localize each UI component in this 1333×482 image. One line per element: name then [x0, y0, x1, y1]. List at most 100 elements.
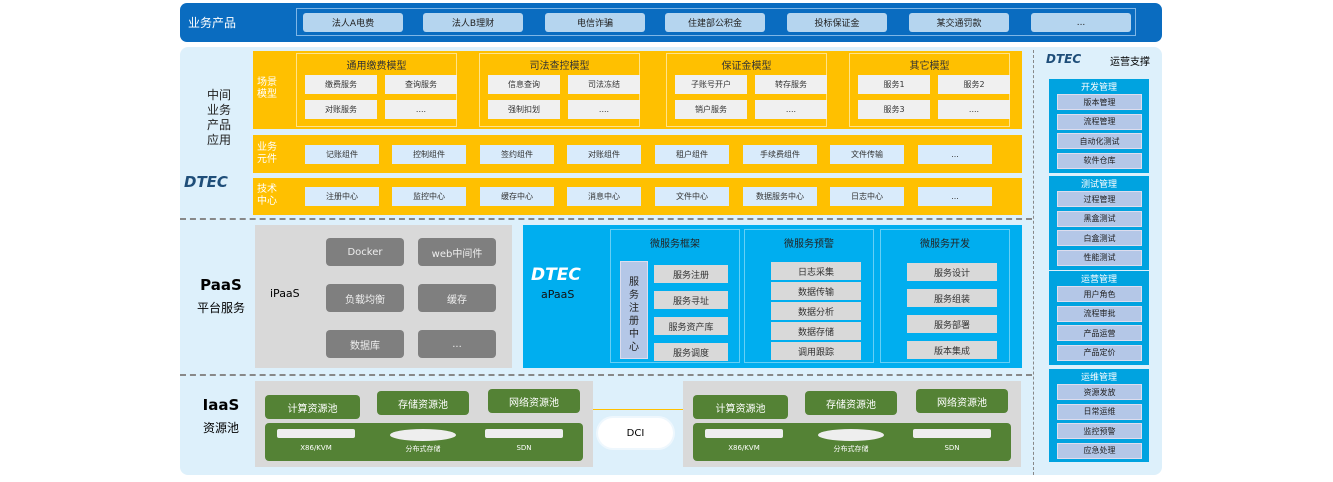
microservice-item[interactable]: 日志采集 — [771, 262, 861, 280]
tech-center-button[interactable]: 文件中心 — [655, 187, 729, 206]
scene-service-button[interactable]: 转存服务 — [755, 75, 827, 94]
ipaas-component[interactable]: 负载均衡 — [326, 284, 404, 312]
operations-item[interactable]: 黑盒测试 — [1057, 210, 1142, 227]
datacenter-left: 计算资源池 存储资源池 网络资源池 X86/KVM 分布式存储 SDN — [255, 381, 593, 467]
component-button[interactable]: 对账组件 — [567, 145, 641, 164]
operations-item[interactable]: 版本管理 — [1057, 94, 1142, 110]
component-button[interactable]: 文件传输 — [830, 145, 904, 164]
microservice-item[interactable]: 版本集成 — [907, 341, 997, 359]
microservice-item[interactable]: 服务调度 — [654, 343, 728, 361]
component-button[interactable]: 签约组件 — [480, 145, 554, 164]
microservice-item[interactable]: 服务设计 — [907, 263, 997, 281]
microservice-item[interactable]: 服务资产库 — [654, 317, 728, 335]
microservice-item[interactable]: 数据传输 — [771, 282, 861, 300]
microservice-item[interactable]: 数据存储 — [771, 322, 861, 340]
iaas-title: IaaS — [202, 396, 240, 414]
product-button[interactable]: 投标保证金 — [787, 13, 887, 32]
ipaas-component[interactable]: Docker — [326, 238, 404, 266]
operations-item[interactable]: 用户角色 — [1057, 286, 1142, 302]
device-label: X86/KVM — [300, 444, 332, 452]
component-button[interactable]: 记账组件 — [305, 145, 379, 164]
scene-service-button[interactable]: 服务3 — [858, 100, 930, 119]
microservice-item[interactable]: 数据分析 — [771, 302, 861, 320]
operations-group: 测试管理 过程管理黑盒测试白盒测试性能测试 — [1049, 176, 1149, 270]
operations-item[interactable]: 资源发放 — [1057, 384, 1142, 400]
operations-item[interactable]: 监控预警 — [1057, 423, 1142, 439]
operations-item[interactable]: 自动化测试 — [1057, 133, 1142, 149]
component-button[interactable]: 租户组件 — [655, 145, 729, 164]
operations-item[interactable]: 流程管理 — [1057, 113, 1142, 130]
microservice-item[interactable]: 服务注册 — [654, 265, 728, 283]
microservice-group: 微服务框架 服务注册 服务寻址 服务资产库 服务调度 — [610, 229, 740, 363]
tech-center-button[interactable]: 消息中心 — [567, 187, 641, 206]
operations-item[interactable]: 应急处理 — [1057, 442, 1142, 459]
scene-service-button[interactable]: 信息查询 — [488, 75, 560, 94]
scene-model-title: 保证金模型 — [721, 61, 772, 72]
divider-paas-iaas — [180, 374, 1032, 376]
ipaas-component[interactable]: 缓存 — [418, 284, 496, 312]
operations-item[interactable]: 产品运营 — [1057, 325, 1142, 341]
operations-item[interactable]: 软件仓库 — [1057, 152, 1142, 169]
scene-model-group: 其它模型 服务1 服务2 服务3.... — [849, 53, 1010, 127]
microservice-group: 微服务开发 服务设计 服务组装 服务部署 版本集成 — [880, 229, 1010, 363]
business-products-list: 法人A电费 法人B理财 电信诈骗 住建部公积金 投标保证金 某交通罚款... — [296, 8, 1136, 36]
operations-item[interactable]: 过程管理 — [1057, 191, 1142, 207]
infrastructure-bar: X86/KVM 分布式存储 SDN — [693, 423, 1011, 461]
operations-item[interactable]: 产品定价 — [1057, 344, 1142, 361]
scene-service-button[interactable]: 服务1 — [858, 75, 930, 94]
resource-pool: 存储资源池 — [377, 391, 469, 415]
microservice-item[interactable]: 服务组装 — [907, 289, 997, 307]
operations-item[interactable]: 日常运维 — [1057, 403, 1142, 420]
operations-item[interactable]: 白盒测试 — [1057, 230, 1142, 246]
scene-service-button[interactable]: .... — [568, 100, 640, 119]
scene-service-button[interactable]: 子账号开户 — [675, 75, 747, 94]
paas-title: PaaS — [200, 276, 242, 294]
scene-service-button[interactable]: 销户服务 — [675, 100, 747, 119]
microservice-group-title: 微服务预警 — [784, 239, 834, 250]
scene-service-button[interactable]: 查询服务 — [385, 75, 457, 94]
microservice-item[interactable]: 服务寻址 — [654, 291, 728, 309]
operations-group-title: 运营管理 — [1080, 275, 1117, 285]
product-button[interactable]: ... — [1031, 13, 1131, 32]
microservice-item[interactable]: 服务部署 — [907, 315, 997, 333]
tech-center-button[interactable]: ... — [918, 187, 992, 206]
product-button[interactable]: 法人B理财 — [423, 13, 523, 32]
operations-item[interactable]: 性能测试 — [1057, 249, 1142, 266]
product-button[interactable]: 电信诈骗 — [545, 13, 645, 32]
scene-service-button[interactable]: 服务2 — [938, 75, 1010, 94]
scene-service-button[interactable]: 司法冻结 — [568, 75, 640, 94]
component-button[interactable]: ... — [918, 145, 992, 164]
scene-model-title: 司法查控模型 — [529, 61, 590, 72]
tech-center-button[interactable]: 缓存中心 — [480, 187, 554, 206]
product-button[interactable]: 某交通罚款 — [909, 13, 1009, 32]
operations-group-title: 开发管理 — [1080, 83, 1117, 93]
ipaas-box: iPaaS Docker web中间件 负载均衡 缓存 数据库... — [255, 225, 512, 368]
paas-subtitle: 平台服务 — [196, 301, 245, 315]
ipaas-component[interactable]: ... — [418, 330, 496, 358]
scene-model-group: 通用缴费模型 缴费服务 查询服务 对账服务.... — [296, 53, 457, 127]
tech-center-button[interactable]: 注册中心 — [305, 187, 379, 206]
operations-group: 运营管理 用户角色流程审批产品运营产品定价 — [1049, 271, 1149, 365]
product-button[interactable]: 法人A电费 — [303, 13, 403, 32]
component-button[interactable]: 手续费组件 — [743, 145, 817, 164]
ipaas-component[interactable]: 数据库 — [326, 330, 404, 358]
tech-center-button[interactable]: 数据服务中心 — [743, 187, 817, 206]
product-button[interactable]: 住建部公积金 — [665, 13, 765, 32]
scene-service-button[interactable]: 对账服务 — [305, 100, 377, 119]
resource-pool: 存储资源池 — [805, 391, 897, 415]
tech-center-button[interactable]: 监控中心 — [392, 187, 466, 206]
scene-service-button[interactable]: .... — [938, 100, 1010, 119]
scene-service-button[interactable]: .... — [755, 100, 827, 119]
component-button[interactable]: 控制组件 — [392, 145, 466, 164]
tech-center-button[interactable]: 日志中心 — [830, 187, 904, 206]
scene-service-button[interactable]: .... — [385, 100, 457, 119]
tech-center-label: 技术中心 — [257, 184, 277, 207]
microservice-item[interactable]: 调用跟踪 — [771, 342, 861, 360]
operations-item[interactable]: 流程审批 — [1057, 305, 1142, 322]
ipaas-component[interactable]: web中间件 — [418, 238, 496, 266]
server-icon — [705, 429, 783, 438]
operations-group-title: 测试管理 — [1080, 180, 1117, 190]
device-label: 分布式存储 — [405, 445, 441, 453]
scene-service-button[interactable]: 缴费服务 — [305, 75, 377, 94]
scene-service-button[interactable]: 强制扣划 — [488, 100, 560, 119]
